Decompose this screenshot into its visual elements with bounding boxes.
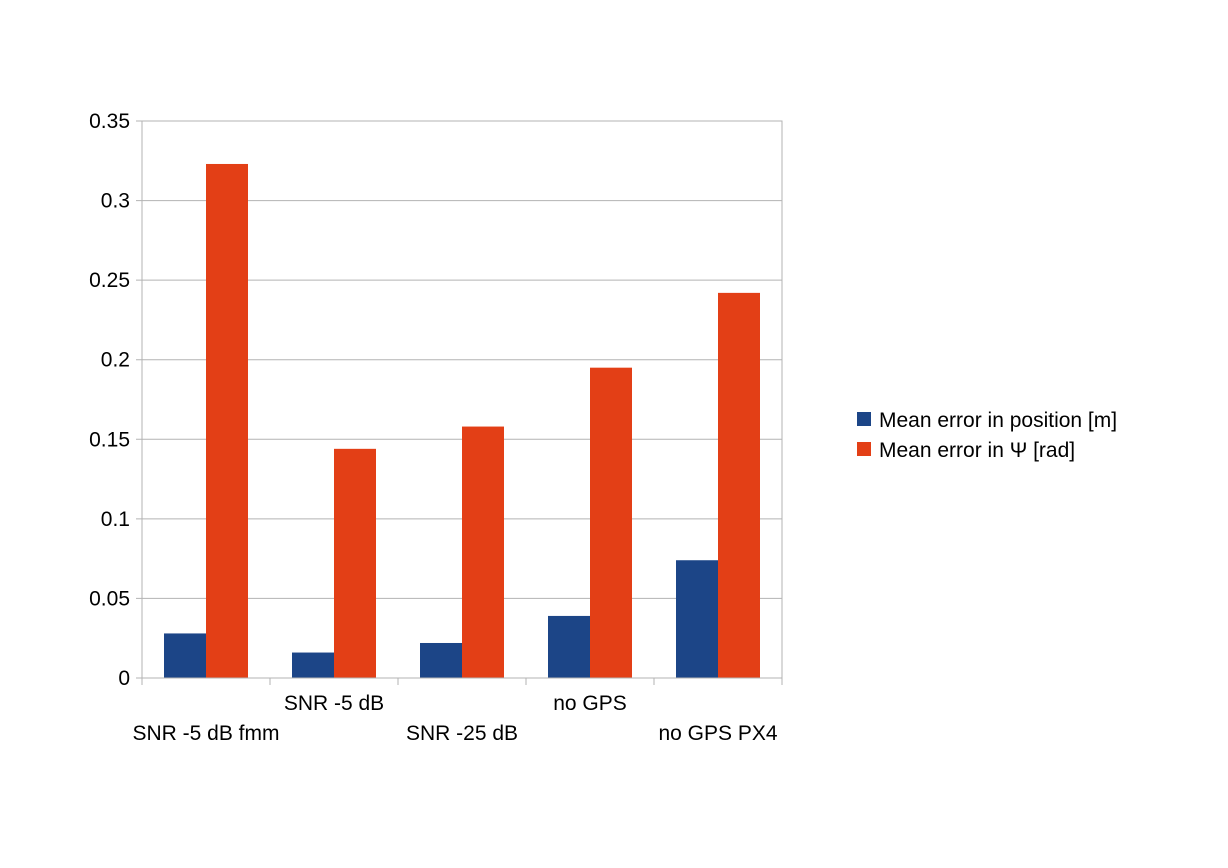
plot-area-border [141, 120, 783, 679]
legend-label: Mean error in position [m] [879, 409, 1117, 432]
bars [164, 163, 760, 678]
bar-position-3 [548, 615, 590, 678]
y-tick-label: 0.25 [89, 269, 130, 292]
bar-psi-0 [206, 163, 248, 678]
bar-psi-4 [718, 292, 760, 678]
x-category-label: SNR -5 dB [284, 692, 384, 715]
x-category-label: no GPS PX4 [658, 722, 777, 745]
y-tick-label: 0.2 [101, 349, 130, 372]
y-tick-label: 0.05 [89, 587, 130, 610]
y-tick-label: 0.15 [89, 428, 130, 451]
bar-psi-1 [334, 448, 376, 678]
y-axis-ticks: 0 0.05 0.1 0.15 0.2 0.25 0.3 0.35 [89, 110, 130, 690]
legend: Mean error in position [m] Mean error in … [857, 409, 1117, 462]
bar-position-0 [164, 633, 206, 678]
y-tick-label: 0.35 [89, 110, 130, 133]
bar-position-2 [420, 642, 462, 678]
bar-position-4 [676, 560, 718, 678]
legend-swatch [857, 442, 871, 456]
bar-position-1 [292, 652, 334, 678]
bar-psi-3 [590, 367, 632, 678]
y-tick-label: 0.1 [101, 508, 130, 531]
legend-swatch [857, 412, 871, 426]
axes [141, 120, 783, 685]
y-tick-label: 0 [118, 667, 130, 690]
bar-psi-2 [462, 426, 504, 678]
legend-label: Mean error in Ψ [rad] [879, 439, 1075, 462]
y-tick-label: 0.3 [101, 190, 130, 213]
x-category-label: SNR -25 dB [406, 722, 518, 745]
x-category-label: SNR -5 dB fmm [132, 722, 279, 745]
x-category-label: no GPS [553, 692, 627, 715]
